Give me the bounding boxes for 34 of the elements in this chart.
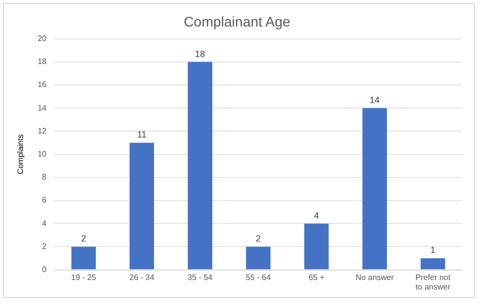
y-tick-label: 14 bbox=[38, 103, 48, 112]
y-tick-label: 0 bbox=[42, 265, 48, 274]
y-tick-label: 2 bbox=[42, 242, 48, 251]
y-tick-label: 16 bbox=[38, 80, 48, 90]
y-axis-title: Complaints bbox=[16, 134, 26, 174]
y-tick-label: 6 bbox=[42, 196, 48, 205]
x-tick-label: 35 - 54 bbox=[188, 272, 214, 282]
y-tick-label: 20 bbox=[38, 34, 48, 44]
bar bbox=[362, 108, 387, 270]
bar bbox=[304, 224, 329, 270]
x-tick-label: No answer bbox=[356, 272, 394, 282]
data-label: 2 bbox=[81, 234, 86, 244]
bar bbox=[71, 246, 96, 270]
y-tick-label: 18 bbox=[38, 57, 48, 66]
data-label: 1 bbox=[430, 245, 436, 256]
data-label: 4 bbox=[314, 210, 319, 221]
data-label: 18 bbox=[195, 48, 206, 59]
x-tick-label: 26 - 34 bbox=[129, 272, 155, 282]
bar bbox=[130, 142, 154, 270]
data-label: 14 bbox=[370, 95, 380, 106]
data-label: 11 bbox=[137, 130, 146, 140]
y-tick-label: 10 bbox=[38, 150, 48, 159]
x-tick-label: 65 + bbox=[308, 272, 325, 282]
bar bbox=[420, 258, 446, 270]
x-tick-label: Prefer not to answer bbox=[415, 272, 452, 292]
y-tick-label: 12 bbox=[38, 126, 48, 136]
bar bbox=[188, 62, 212, 270]
data-label: 2 bbox=[256, 234, 261, 244]
x-tick-label: 19 - 25 bbox=[71, 272, 97, 282]
bar bbox=[246, 246, 270, 270]
x-tick-label: 55 - 64 bbox=[246, 272, 272, 282]
y-tick-label: 8 bbox=[42, 172, 48, 182]
y-tick-label: 4 bbox=[42, 218, 48, 228]
chart-title: Complainant Age bbox=[184, 13, 291, 30]
